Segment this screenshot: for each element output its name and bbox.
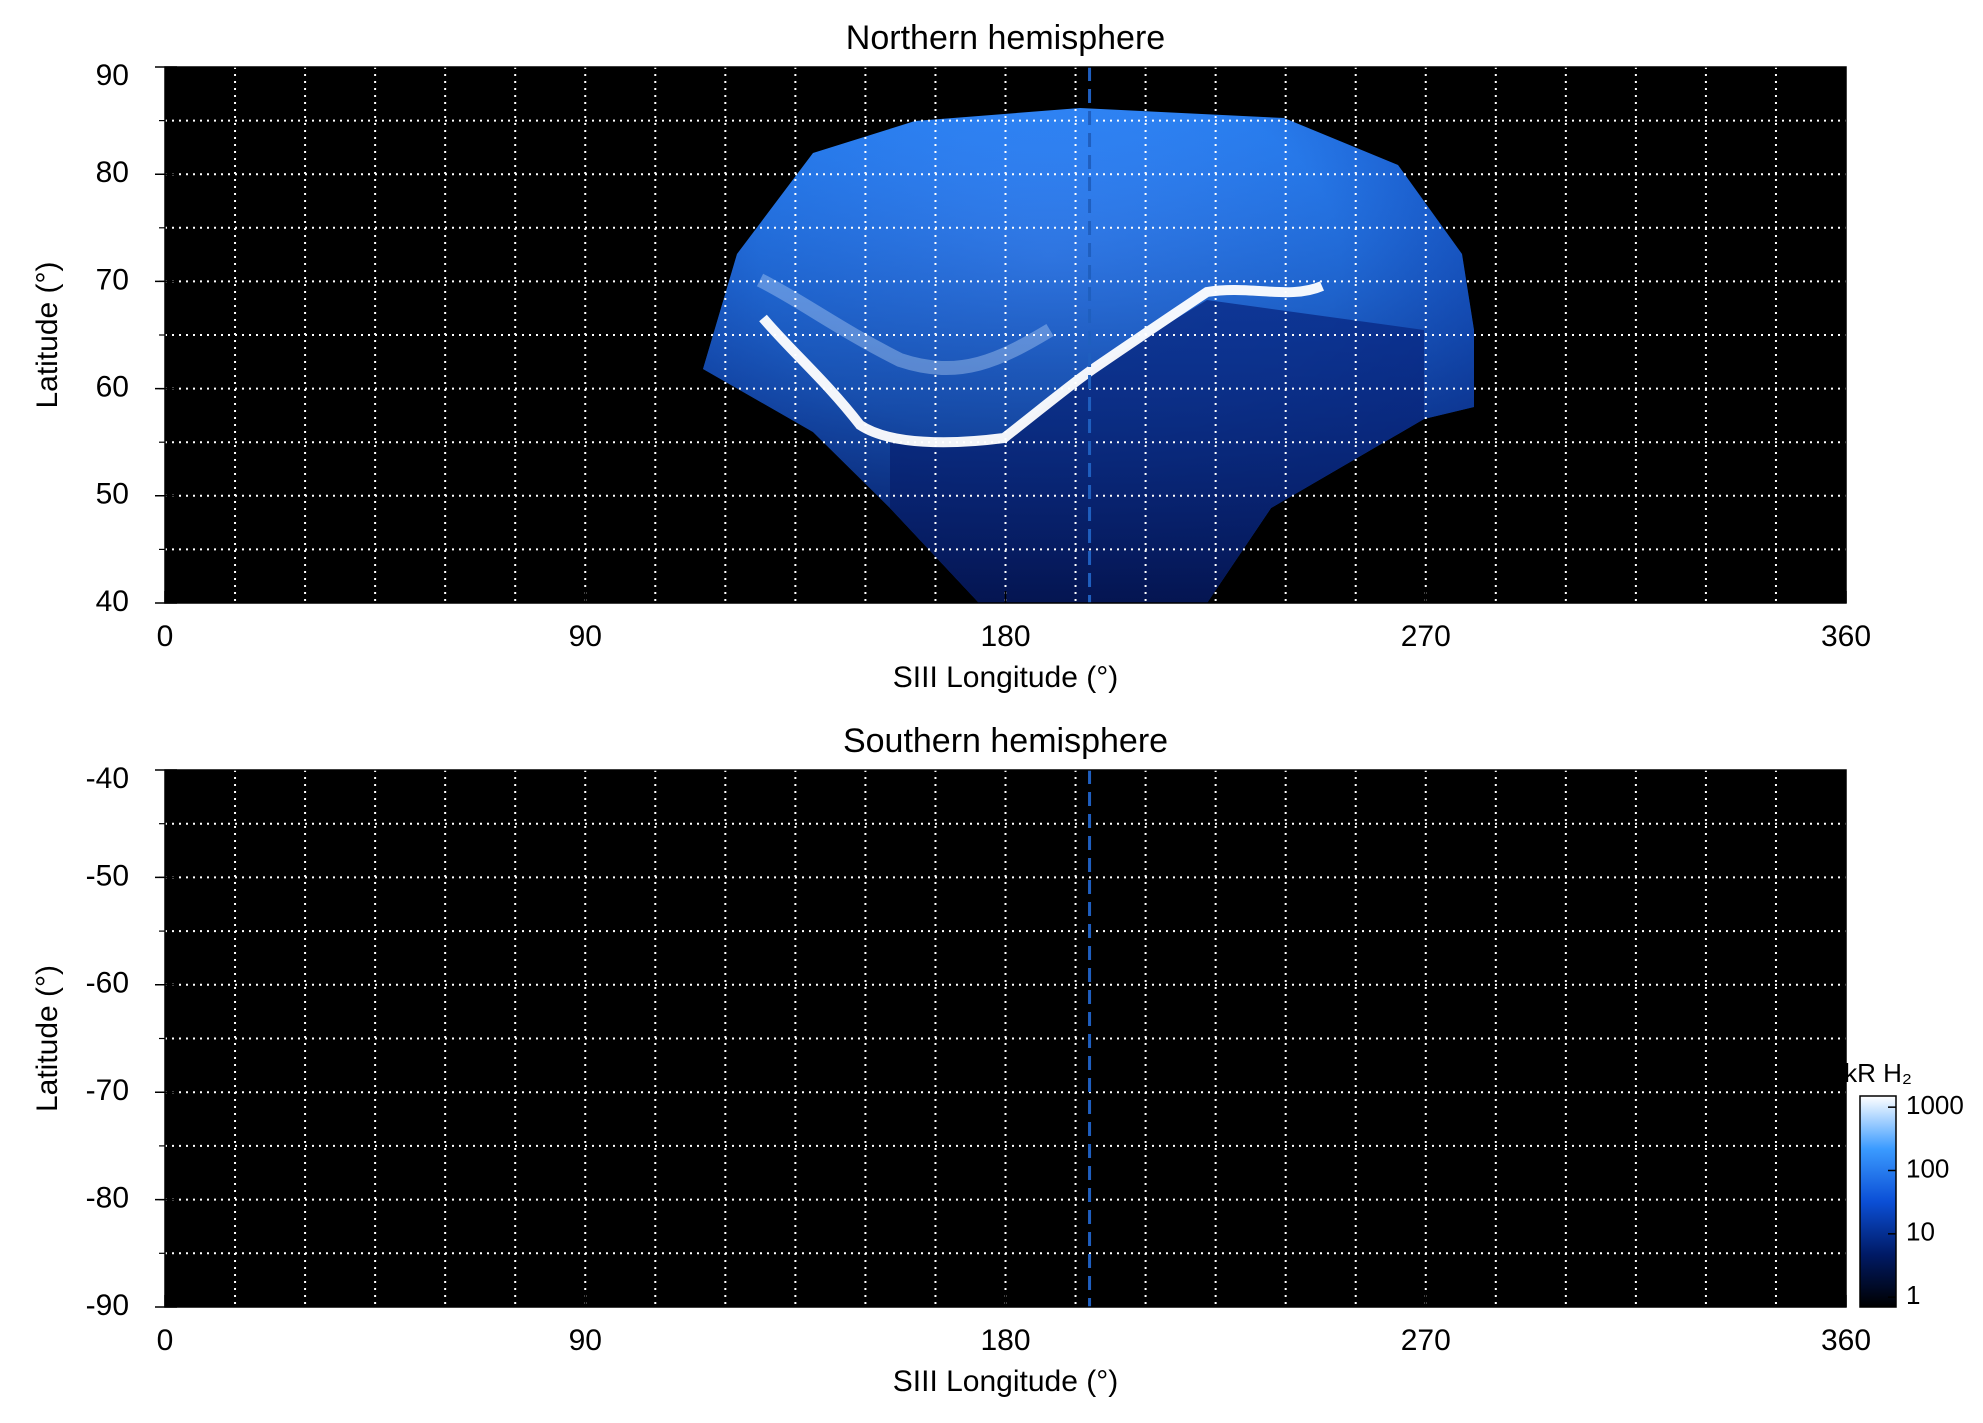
- x-tick-label: 0: [157, 620, 174, 653]
- colorbar-label: kR H₂: [1844, 1058, 1912, 1088]
- x-tick-label: 90: [569, 620, 602, 653]
- y-tick-label: 60: [96, 371, 129, 404]
- y-tick-label: 80: [96, 156, 129, 189]
- x-tick-label: 180: [980, 620, 1030, 653]
- colorbar-tick-label: 100: [1906, 1153, 1949, 1183]
- x-tick-label: 90: [569, 1324, 602, 1357]
- colorbar-tick-label: 10: [1906, 1217, 1935, 1247]
- y-tick-label: -60: [86, 967, 129, 1000]
- y-tick-label: 50: [96, 478, 129, 511]
- y-axis-label: Latitude (°): [31, 261, 64, 408]
- y-tick-label: -50: [86, 859, 129, 892]
- x-tick-label: 270: [1401, 620, 1451, 653]
- y-tick-label: -40: [86, 762, 129, 795]
- colorbar-tick-label: 1000: [1906, 1090, 1964, 1120]
- y-tick-label: -70: [86, 1074, 129, 1107]
- x-tick-label: 360: [1821, 1324, 1871, 1357]
- y-tick-label: -80: [86, 1182, 129, 1215]
- colorbar-tick-label: 1: [1906, 1280, 1920, 1310]
- y-axis-label: Latitude (°): [31, 965, 64, 1112]
- y-tick-label: 70: [96, 263, 129, 296]
- x-tick-label: 360: [1821, 620, 1871, 653]
- chart-title: Southern hemisphere: [843, 722, 1168, 760]
- y-tick-label: 40: [96, 585, 129, 618]
- x-tick-label: 270: [1401, 1324, 1451, 1357]
- x-tick-label: 180: [980, 1324, 1030, 1357]
- colorbar: [1859, 1095, 1897, 1308]
- y-tick-label: -90: [86, 1289, 129, 1322]
- overlay: 0 90 180 270 360 40 50 60 70 80 90 Northern hemisph…: [31, 19, 1871, 694]
- x-axis-label: SIII Longitude (°): [893, 1365, 1118, 1398]
- overlay: 0 90 180 270 360 -90 -80 -70 -60 -50 -40 Southern h…: [31, 722, 1964, 1398]
- y-tick-label: 90: [96, 59, 129, 92]
- x-tick-label: 0: [157, 1324, 174, 1357]
- chart-title: Northern hemisphere: [846, 19, 1165, 57]
- x-axis-label: SIII Longitude (°): [893, 661, 1118, 694]
